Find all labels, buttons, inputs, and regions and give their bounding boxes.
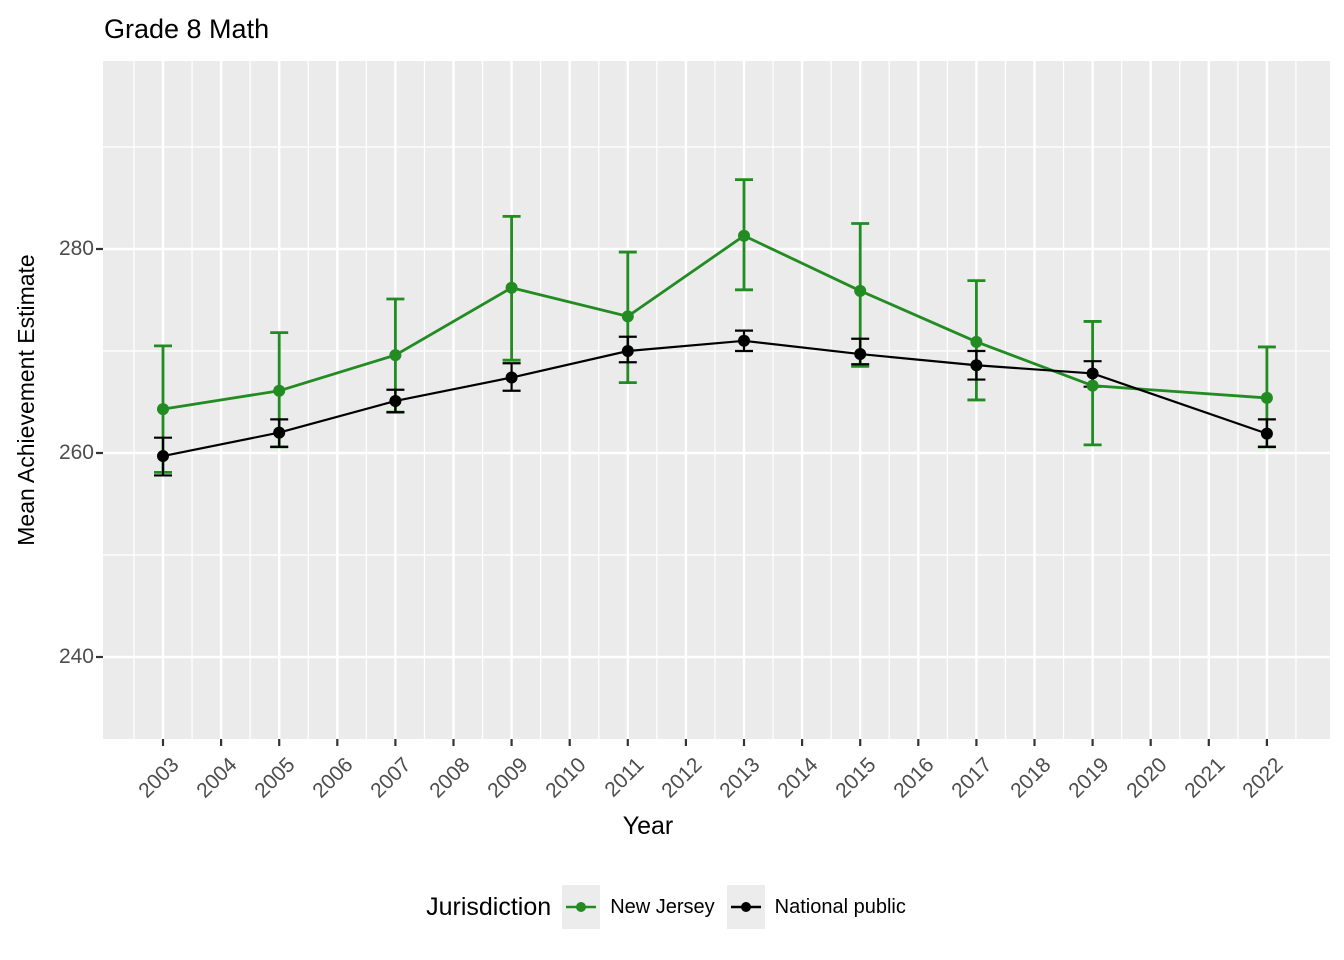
series-line — [162, 234, 1267, 411]
data-point — [1086, 379, 1099, 392]
data-point — [621, 345, 634, 357]
legend-key — [562, 885, 601, 929]
data-point — [157, 403, 169, 416]
data-point — [738, 229, 750, 242]
chart-title: Grade 8 Math — [104, 14, 270, 44]
series-line — [162, 339, 1268, 458]
legend: Jurisdiction New Jersey National public — [0, 882, 1344, 932]
data-point — [621, 310, 634, 323]
data-point — [970, 359, 983, 372]
legend-label: New Jersey — [610, 895, 715, 918]
legend-entry: New Jersey — [562, 885, 726, 929]
legend-label: National public — [774, 895, 906, 918]
data-point — [1086, 367, 1099, 380]
data-point — [505, 371, 518, 384]
y-tick-label: 280 — [58, 237, 94, 260]
y-tick-label: 240 — [58, 645, 94, 668]
data-point — [505, 281, 518, 294]
legend-entry: National public — [726, 885, 918, 929]
legend-title: Jurisdiction — [426, 892, 552, 921]
y-tick-label: 260 — [58, 441, 94, 464]
data-point — [970, 335, 983, 348]
legend-key-glyph-icon — [730, 902, 761, 912]
data-point — [854, 348, 867, 361]
data-point — [273, 384, 286, 397]
legend-key-glyph-icon — [566, 902, 597, 912]
data-point — [854, 284, 867, 297]
data-point — [273, 426, 286, 439]
data-point — [389, 394, 402, 407]
data-point — [1260, 427, 1273, 440]
data-point — [157, 450, 169, 463]
legend-key — [726, 885, 765, 929]
plot-panel — [103, 61, 1330, 739]
data-point — [738, 334, 750, 347]
x-axis-title: Year — [622, 812, 674, 840]
data-point — [389, 349, 402, 362]
data-point — [1260, 391, 1273, 404]
